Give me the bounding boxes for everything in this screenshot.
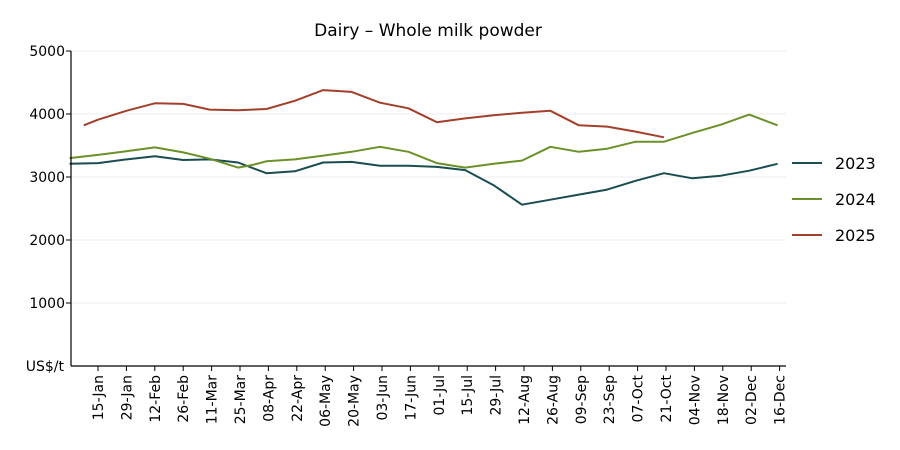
x-tick-label: 23-Sep [602,375,618,424]
x-tick-label: 21-Oct [659,374,675,422]
series-lines [69,89,778,206]
x-tick-label: 29-Jul [489,375,505,416]
y-axis-ticks: 1000 2000 3000 4000 5000 [29,44,71,312]
y-tick-label: 2000 [29,233,65,249]
x-tick-label: 22-Apr [290,375,306,422]
gridlines [71,50,786,304]
x-tick-label: 02-Dec [744,375,760,425]
x-tick-label: 12-Feb [148,375,164,423]
x-tick-label: 07-Oct [631,374,647,422]
chart-title: Dairy – Whole milk powder [314,21,542,41]
x-tick-label: 26-Feb [176,375,192,423]
x-tick-label: 17-Jun [403,375,419,421]
series-line-2024 [69,113,778,169]
x-tick-label: 09-Sep [574,375,590,424]
x-tick-label: 03-Jun [375,375,391,421]
series-line-2023 [69,155,778,206]
x-axis-ticks: 15-Jan 29-Jan 12-Feb 26-Feb 11-Mar 25-Mar 08-A… [91,366,789,427]
legend-label-2024: 2024 [835,190,876,209]
legend-label-2023: 2023 [835,154,876,173]
legend: 2023 2024 2025 [792,154,876,245]
x-tick-label: 12-Aug [517,375,533,425]
x-tick-label: 29-Jan [119,375,135,420]
series-line-2025 [83,89,665,139]
axes [70,51,786,367]
y-tick-label: 1000 [29,296,65,312]
x-tick-label: 26-Aug [545,375,561,425]
y-axis-unit-label: US$/t [26,359,65,375]
legend-label-2025: 2025 [835,226,876,245]
y-tick-label: 3000 [29,170,65,186]
x-tick-label: 08-Apr [261,375,277,422]
x-tick-label: 15-Jul [460,375,476,416]
y-tick-label: 5000 [29,44,65,60]
x-tick-label: 15-Jan [91,375,107,420]
x-tick-label: 06-May [318,375,334,427]
x-tick-label: 18-Nov [716,375,732,425]
x-tick-label: 25-Mar [233,375,249,425]
x-tick-label: 11-Mar [205,375,221,425]
x-tick-label: 04-Nov [687,375,703,425]
x-tick-label: 01-Jul [432,375,448,416]
y-tick-label: 4000 [29,107,65,123]
x-tick-label: 16-Dec [773,375,789,425]
x-tick-label: 20-May [347,375,363,427]
